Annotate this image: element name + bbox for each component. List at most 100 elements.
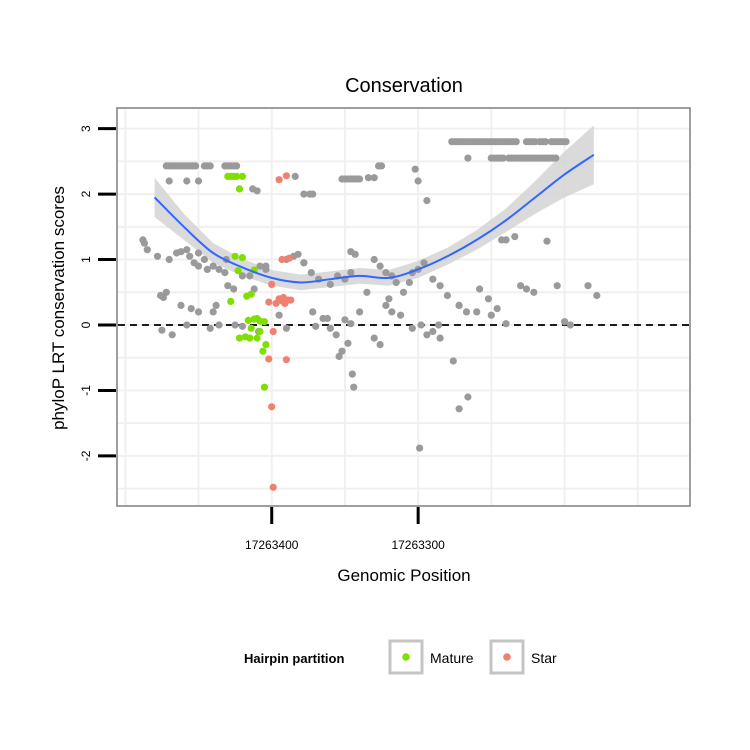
- legend: Hairpin partition Mature Star: [244, 639, 557, 675]
- point-star: [265, 355, 273, 363]
- point-other: [221, 269, 229, 277]
- point-star: [269, 327, 277, 336]
- point-mature: [253, 334, 261, 342]
- point-other: [364, 174, 372, 182]
- point-other: [194, 308, 203, 316]
- legend-swatch-mature: [402, 653, 410, 661]
- point-mature: [246, 334, 254, 342]
- point-other: [462, 308, 471, 316]
- point-other: [231, 321, 239, 329]
- point-other: [356, 175, 364, 183]
- point-other: [194, 177, 203, 185]
- point-other: [238, 322, 246, 330]
- point-other: [416, 444, 424, 452]
- point-other: [552, 154, 560, 162]
- point-other: [344, 339, 352, 347]
- point-star: [268, 403, 276, 411]
- point-other: [436, 334, 444, 342]
- point-star: [269, 483, 277, 491]
- point-other: [566, 321, 575, 329]
- point-other: [351, 250, 359, 258]
- point-other: [499, 154, 507, 162]
- point-other: [326, 280, 334, 288]
- y-tick-label: 0: [79, 321, 93, 328]
- point-other: [487, 311, 495, 319]
- point-other: [502, 320, 510, 328]
- point-other: [300, 259, 308, 267]
- point-other: [224, 282, 232, 290]
- point-other: [275, 311, 283, 319]
- point-other: [455, 301, 463, 309]
- point-star: [265, 298, 273, 306]
- point-other: [206, 324, 214, 332]
- point-other: [392, 278, 400, 287]
- point-other: [449, 357, 457, 365]
- point-other: [233, 162, 241, 170]
- x-tick-label: 17263300: [391, 538, 445, 552]
- point-other: [183, 246, 191, 254]
- point-mature: [238, 172, 246, 180]
- smooth-line: [153, 153, 595, 284]
- legend-label-star: Star: [531, 650, 557, 666]
- point-other: [420, 259, 428, 267]
- point-other: [405, 278, 413, 287]
- point-other: [356, 308, 364, 316]
- point-other: [335, 352, 343, 360]
- point-other: [140, 239, 148, 247]
- point-other: [476, 285, 484, 293]
- point-other: [473, 308, 481, 316]
- point-other: [203, 265, 211, 273]
- point-other: [388, 308, 396, 316]
- point-other: [183, 177, 191, 185]
- legend-swatch-star: [503, 653, 511, 661]
- point-other: [250, 285, 258, 293]
- point-star: [275, 176, 283, 184]
- point-mature: [260, 318, 268, 326]
- point-star: [282, 356, 290, 364]
- x-axis-title: Genomic Position: [337, 566, 470, 585]
- point-other: [323, 314, 331, 323]
- point-mature: [259, 347, 267, 355]
- point-star: [285, 254, 293, 262]
- point-other: [429, 275, 437, 283]
- point-other: [282, 324, 290, 332]
- smooth-curve: [153, 153, 595, 284]
- point-other: [230, 285, 238, 293]
- point-other: [370, 255, 378, 264]
- point-other: [408, 324, 416, 332]
- point-mature: [234, 267, 242, 275]
- point-other: [307, 269, 315, 277]
- y-tick-label: 3: [79, 125, 93, 132]
- point-other: [246, 272, 254, 280]
- point-mature: [262, 341, 270, 349]
- point-other: [168, 331, 176, 339]
- data-points: [139, 138, 601, 491]
- point-other: [382, 269, 390, 277]
- y-axis: 3 2 1 0 -1 -2: [79, 125, 116, 461]
- point-other: [584, 282, 592, 290]
- point-other: [326, 324, 334, 332]
- point-other: [209, 308, 217, 316]
- point-other: [347, 320, 355, 328]
- point-star: [287, 296, 295, 304]
- point-other: [464, 393, 472, 401]
- point-other: [309, 190, 317, 198]
- point-other: [502, 236, 510, 244]
- point-other: [417, 321, 425, 329]
- legend-label-mature: Mature: [430, 650, 474, 666]
- point-other: [397, 311, 405, 319]
- point-other: [429, 327, 437, 336]
- point-other: [455, 405, 463, 413]
- point-mature: [233, 172, 241, 180]
- x-axis: 17263400 17263300: [245, 507, 445, 552]
- point-mature: [260, 383, 268, 391]
- point-mature: [244, 316, 252, 324]
- point-other: [493, 305, 501, 313]
- point-other: [484, 295, 492, 303]
- point-other: [312, 322, 320, 330]
- point-other: [530, 288, 538, 296]
- point-other: [541, 138, 550, 146]
- point-other: [347, 269, 355, 277]
- point-other: [423, 197, 431, 205]
